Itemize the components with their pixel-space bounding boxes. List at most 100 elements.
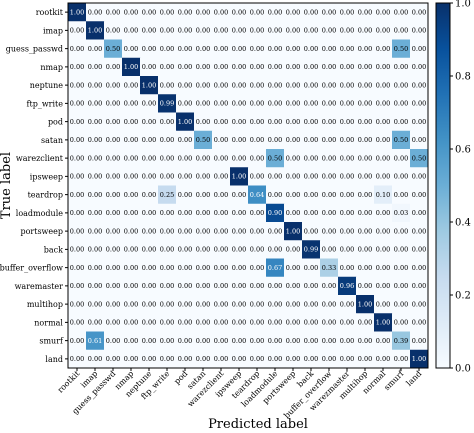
heatmap-cell	[410, 149, 429, 168]
heatmap-cell	[122, 222, 141, 241]
heatmap-cell	[86, 21, 105, 40]
cell-value-label: 0.00	[70, 27, 84, 35]
cell-value-label: 1.00	[358, 300, 372, 308]
heatmap-cell	[140, 258, 159, 278]
heatmap-cell	[392, 203, 411, 223]
y-tick-label: normal	[34, 318, 63, 327]
cell-value-label: 0.00	[232, 337, 246, 345]
heatmap-cell	[338, 149, 357, 168]
heatmap-cell	[356, 258, 375, 278]
cell-value-label: 0.00	[106, 227, 120, 235]
cell-value-label: 0.00	[70, 118, 84, 126]
heatmap-cell	[338, 21, 357, 40]
cell-value-label: 0.00	[178, 282, 192, 290]
heatmap-cell	[302, 240, 321, 259]
cell-value-label: 0.00	[412, 227, 426, 235]
cell-value-label: 1.00	[412, 355, 426, 363]
heatmap-cell	[248, 313, 267, 332]
cell-value-label: 0.00	[106, 81, 120, 89]
heatmap-cell	[104, 240, 123, 259]
heatmap-cell	[374, 349, 393, 369]
cell-value-label: 0.00	[214, 282, 228, 290]
cell-value-label: 0.00	[286, 100, 300, 108]
heatmap-cell	[374, 276, 393, 296]
colorbar-tick-label: 0.6	[455, 145, 471, 156]
cell-value-label: 0.00	[196, 264, 210, 272]
cell-value-label: 0.00	[196, 45, 210, 53]
heatmap-cell	[374, 21, 393, 40]
heatmap-cell	[68, 149, 87, 168]
heatmap-cell	[302, 21, 321, 40]
cell-value-label: 0.50	[412, 154, 426, 162]
cell-value-label: 0.00	[412, 63, 426, 71]
cell-value-label: 0.00	[250, 246, 264, 254]
heatmap-cell	[122, 276, 141, 296]
heatmap-cell	[176, 349, 195, 369]
cell-value-label: 0.00	[214, 154, 228, 162]
heatmap-cell	[410, 276, 429, 296]
cell-value-label: 0.00	[340, 8, 354, 16]
heatmap-cell	[266, 313, 285, 332]
heatmap-cell	[266, 331, 285, 351]
cell-value-label: 0.00	[250, 8, 264, 16]
heatmap-cell	[338, 331, 357, 351]
heatmap-cell	[104, 295, 123, 314]
heatmap-cell	[230, 222, 249, 241]
heatmap-cell	[230, 21, 249, 40]
cell-value-label: 0.00	[70, 100, 84, 108]
heatmap-cell	[176, 39, 195, 59]
heatmap-cell	[410, 331, 429, 351]
cell-value-label: 0.00	[124, 136, 138, 144]
cell-value-label: 0.00	[160, 319, 174, 327]
heatmap-cell	[176, 112, 195, 132]
cell-value-label: 0.00	[88, 118, 102, 126]
cell-value-label: 0.00	[250, 45, 264, 53]
cell-value-label: 0.00	[214, 118, 228, 126]
cell-value-label: 1.00	[376, 319, 390, 327]
heatmap-cell	[158, 149, 177, 168]
heatmap-cell	[104, 76, 123, 95]
cell-value-label: 0.00	[394, 191, 408, 199]
cell-value-label: 0.00	[88, 282, 102, 290]
plot-frame	[67, 2, 429, 369]
heatmap-cell	[104, 331, 123, 351]
cell-value-label: 0.00	[250, 209, 264, 217]
cell-value-label: 0.00	[106, 246, 120, 254]
cell-value-label: 0.00	[106, 173, 120, 181]
heatmap-cell	[248, 276, 267, 296]
cell-value-label: 0.96	[340, 282, 354, 290]
cell-value-label: 0.00	[160, 264, 174, 272]
cell-value-label: 0.00	[250, 355, 264, 363]
cell-value-label: 0.00	[394, 300, 408, 308]
heatmap-cell	[266, 185, 285, 205]
heatmap-cell	[176, 185, 195, 205]
cell-value-label: 0.00	[70, 209, 84, 217]
x-tick-label: rootkit	[56, 368, 82, 394]
heatmap-cell	[248, 185, 267, 205]
cell-value-label: 0.00	[214, 27, 228, 35]
heatmap-cell	[68, 112, 87, 132]
colorbar-tick-label: 0.0	[455, 364, 471, 375]
heatmap-cell	[230, 149, 249, 168]
cell-value-label: 0.00	[268, 300, 282, 308]
cell-value-label: 0.00	[358, 173, 372, 181]
heatmap-cell	[176, 94, 195, 113]
cell-value-label: 0.00	[196, 337, 210, 345]
heatmap-cell	[374, 149, 393, 168]
heatmap-cell	[122, 313, 141, 332]
cell-value-label: 0.00	[412, 118, 426, 126]
heatmap-cell	[374, 331, 393, 351]
cell-value-label: 0.00	[70, 154, 84, 162]
cell-value-label: 0.00	[106, 27, 120, 35]
cell-value-label: 0.00	[376, 227, 390, 235]
cell-value-label: 0.00	[232, 264, 246, 272]
cell-value-label: 0.00	[322, 136, 336, 144]
y-tick-label: guess_passwd	[6, 45, 63, 54]
heatmap-cell	[194, 130, 213, 150]
heatmap-cell	[302, 349, 321, 369]
cell-value-label: 0.00	[394, 8, 408, 16]
cell-value-label: 0.00	[196, 246, 210, 254]
cell-value-label: 0.00	[214, 209, 228, 217]
cell-value-label: 0.50	[268, 154, 282, 162]
heatmap-cell	[176, 240, 195, 259]
